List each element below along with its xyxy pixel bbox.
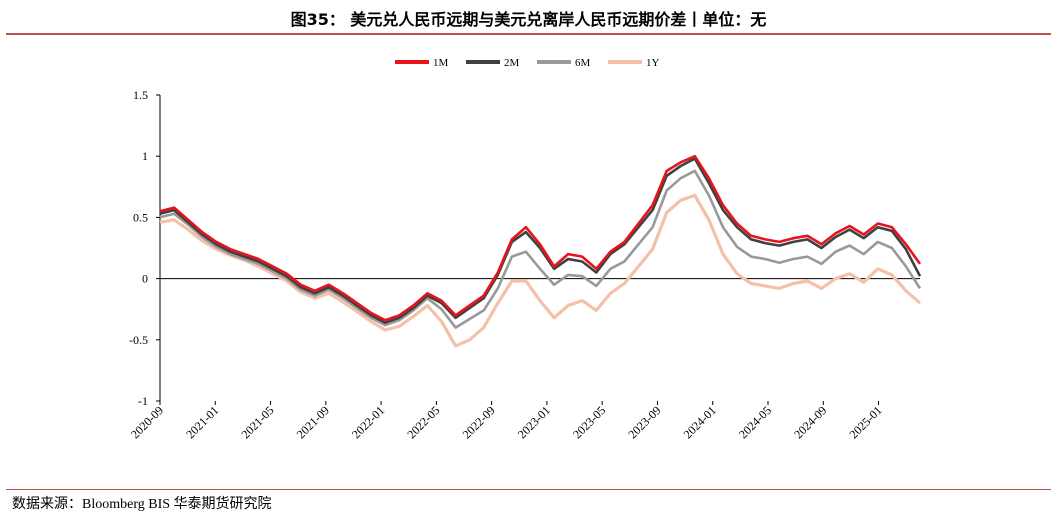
x-tick-label: 2021-09 [294,403,332,441]
x-tick-label: 2023-01 [515,403,553,441]
series-line-1m [159,154,922,322]
series-group [159,154,922,348]
y-tick-label: 0.5 [133,210,148,224]
title-divider [6,33,1051,35]
series-line-1y [159,193,922,348]
legend: 1M 2M 6M 1Y [395,57,660,69]
line-chart: 1M 2M 6M 1Y -1-0.500.511.5 2020-09 2021-01 20… [128,57,922,441]
x-tick-label: 2022-05 [404,403,442,441]
y-tick-label: 1 [142,149,148,163]
x-tick-label: 2022-01 [349,403,387,441]
x-tick-label: 2024-05 [736,403,774,441]
footer-divider [6,489,1051,490]
y-tick-label: -1 [138,394,148,408]
y-tick-label: 1.5 [133,88,148,102]
x-tick-label: 2021-01 [183,403,221,441]
x-axis: 2020-09 2021-01 2021-05 2021-09 2022-01 2022-… [128,278,920,441]
x-tick-label: 2024-09 [791,403,829,441]
x-tick-label: 2025-01 [846,403,884,441]
y-axis: -1 -0.5 0 0.5 1 1.5 [129,88,161,408]
x-tick-label: 2022-09 [460,403,498,441]
x-tick-label: 2023-05 [570,403,608,441]
legend-label-1y: 1Y [646,57,660,69]
y-tick-label: -0.5 [129,333,148,347]
series-line-2m [159,157,922,325]
x-tick-label: 2024-01 [681,403,719,441]
legend-label-6m: 6M [575,57,591,69]
legend-label-1m: 1M [433,57,449,69]
x-tick-label: 2020-09 [128,403,166,441]
series-line-6m [159,169,922,329]
x-tick-label: 2023-09 [625,403,663,441]
legend-label-2m: 2M [504,57,520,69]
chart-title: 图35： 美元兑人民币远期与美元兑离岸人民币远期价差丨单位：无 [290,10,767,29]
source-note: 数据来源：Bloomberg BIS 华泰期货研究院 [12,497,272,512]
x-tick-label: 2021-05 [238,403,276,441]
y-tick-label: 0 [142,272,148,286]
